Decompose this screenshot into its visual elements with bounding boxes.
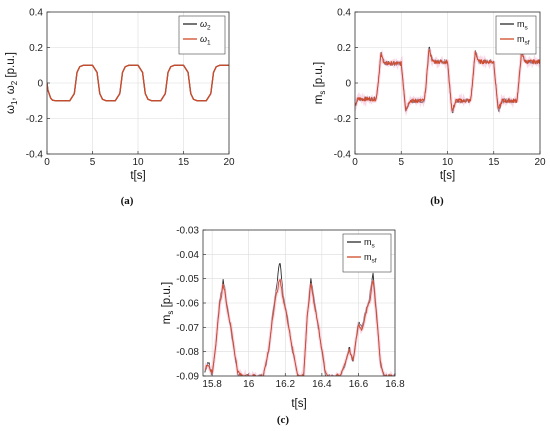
x-tick-label: 5 — [90, 157, 96, 168]
legend-label: ω2 — [200, 19, 211, 32]
legend: ms msf — [495, 15, 537, 55]
x-tick-label: 20 — [534, 157, 546, 168]
y-tick-label: 0.2 — [337, 43, 351, 54]
legend-box — [342, 233, 392, 273]
legend-box — [495, 15, 537, 55]
x-tick-label: 16.8 — [385, 379, 405, 390]
y-tick-label: -0.2 — [26, 114, 44, 125]
panel-c: 15.8 16 16.2 16.4 16.6 16.8 -0.09 -0.08 -0.07 -0.… — [161, 226, 405, 427]
legend-label: ms — [364, 237, 376, 250]
legend-box — [178, 15, 226, 55]
y-tick-label: -0.09 — [176, 372, 199, 383]
x-axis-label: t[s] — [291, 398, 306, 410]
y-tick-label: 0.2 — [29, 43, 43, 54]
y-axis-label: ms [p.u.] — [313, 62, 327, 104]
y-tick-label: -0.06 — [176, 299, 199, 310]
y-tick-label: -0.08 — [176, 347, 199, 358]
x-tick-label: 10 — [132, 157, 144, 168]
axes-box — [354, 11, 541, 155]
x-tick-label: 20 — [223, 157, 235, 168]
x-tick-label: 16.6 — [349, 379, 369, 390]
x-tick-label: 0 — [352, 157, 358, 168]
series-line-ω1 — [47, 64, 229, 102]
x-axis-label: t[s] — [440, 170, 455, 182]
x-tick-label: 10 — [442, 157, 454, 168]
y-tick-label: 0 — [37, 79, 43, 90]
legend: ms msf — [342, 233, 392, 273]
x-tick-label: 15 — [488, 157, 500, 168]
y-tick-label: -0.2 — [334, 114, 352, 125]
x-tick-label: 16 — [243, 379, 255, 390]
axes-box — [46, 11, 230, 155]
y-tick-label: 0.4 — [29, 8, 43, 19]
y-tick-label: -0.04 — [176, 250, 199, 261]
x-tick-label: 15.8 — [202, 379, 222, 390]
x-tick-label: 15 — [178, 157, 190, 168]
series-line-msf — [355, 49, 540, 112]
y-axis-label: ms [p.u.] — [161, 282, 175, 324]
legend-label: msf — [364, 252, 377, 265]
y-tick-label: -0.03 — [176, 226, 199, 237]
legend-label: ω1 — [200, 34, 211, 47]
x-axis-label: t[s] — [130, 170, 145, 182]
panel-caption: (b) — [430, 195, 444, 207]
x-tick-label: 5 — [398, 157, 404, 168]
y-tick-label: 0.4 — [337, 8, 351, 19]
panel-caption: (a) — [121, 195, 134, 207]
panel-caption: (c) — [277, 414, 290, 426]
y-tick-label: -0.4 — [26, 150, 44, 161]
y-tick-label: -0.4 — [334, 150, 352, 161]
legend-label: msf — [517, 34, 530, 47]
x-tick-label: 16.4 — [312, 379, 332, 390]
y-tick-label: -0.07 — [176, 323, 199, 334]
y-axis-label: ω1, ω2 [p.u.] — [5, 52, 19, 114]
axes-box — [202, 229, 396, 377]
panel-b: 0 5 10 15 20 -0.4 -0.2 0 0.2 0.4 ms msf t[s] ms [p.u.… — [313, 8, 546, 208]
x-tick-label: 0 — [44, 157, 50, 168]
x-tick-label: 16.2 — [276, 379, 296, 390]
y-tick-label: 0 — [345, 79, 351, 90]
legend-label: ms — [517, 19, 529, 32]
y-tick-label: -0.05 — [176, 274, 199, 285]
